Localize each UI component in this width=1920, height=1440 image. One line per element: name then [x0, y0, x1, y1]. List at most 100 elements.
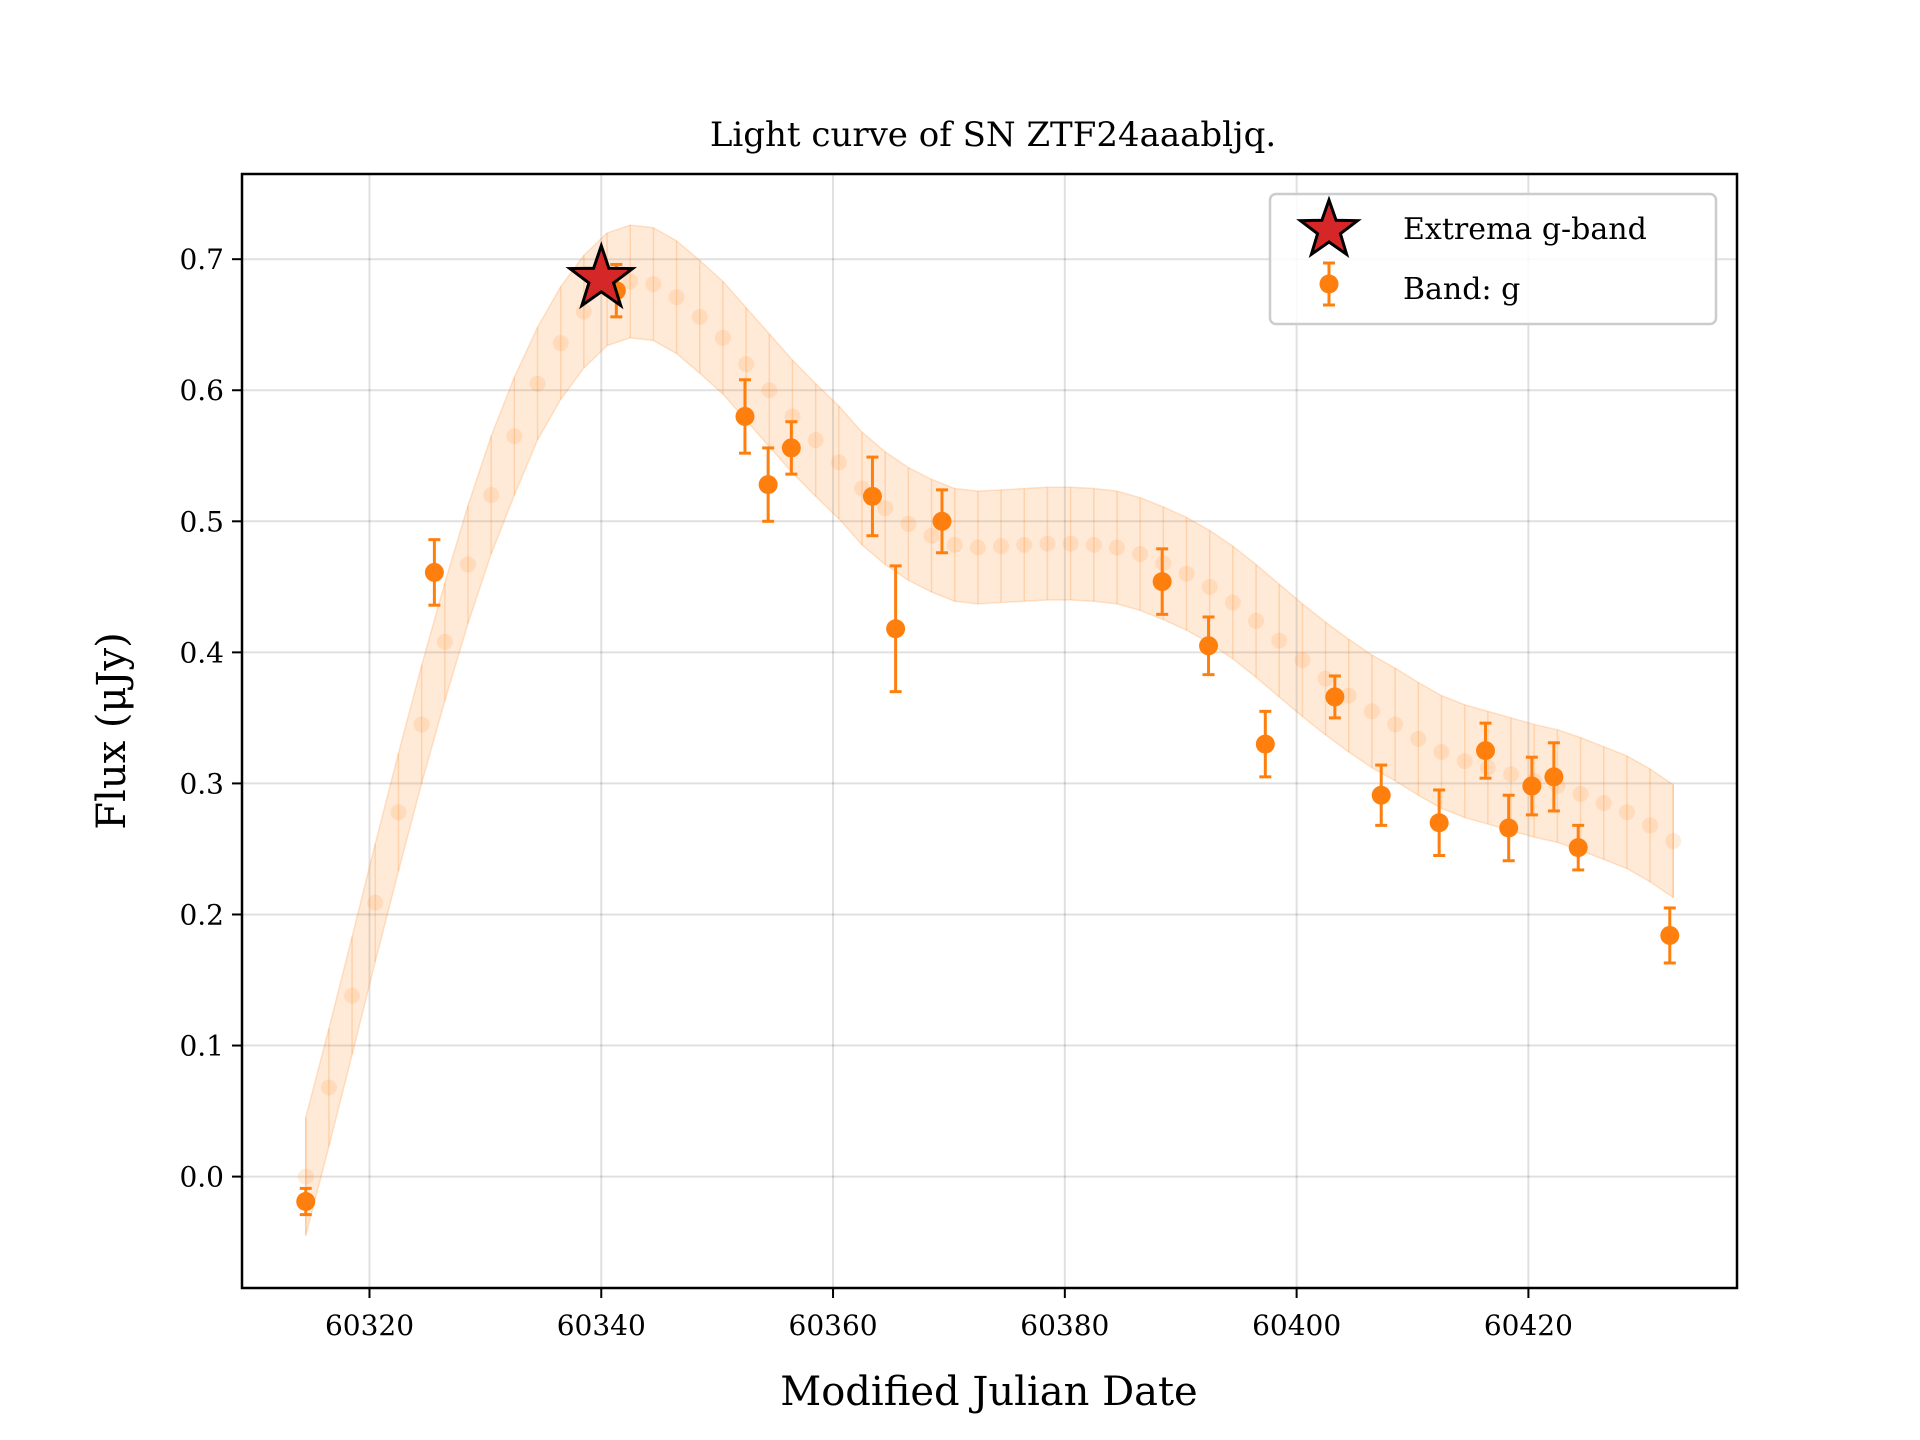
- legend: Extrema g-band Band: g: [1268, 192, 1718, 326]
- model-point: [969, 539, 986, 556]
- model-point: [1132, 546, 1149, 563]
- obs-point: [758, 475, 778, 495]
- legend-star-icon: [1296, 195, 1362, 259]
- model-point: [1503, 766, 1520, 783]
- model-point: [459, 556, 476, 573]
- obs-point: [1476, 741, 1496, 761]
- model-point: [320, 1079, 337, 1096]
- grid: [242, 174, 1737, 1288]
- model-point: [1039, 535, 1056, 552]
- extrema-marker: [565, 241, 638, 310]
- model-point: [761, 382, 778, 399]
- model-point: [1062, 535, 1079, 552]
- x-tick-label: 60340: [557, 1309, 646, 1342]
- model-point: [1108, 539, 1125, 556]
- x-tick-label: 60320: [325, 1309, 414, 1342]
- model-point: [1248, 612, 1265, 629]
- y-tick-label: 0.2: [179, 898, 224, 931]
- model-point: [714, 329, 731, 346]
- model-point: [877, 500, 894, 517]
- model-points: [297, 273, 1682, 1185]
- model-point: [738, 356, 755, 373]
- obs-point: [1660, 925, 1680, 945]
- model-point: [1294, 652, 1311, 669]
- obs-point: [1544, 767, 1564, 787]
- model-point: [367, 894, 384, 911]
- model-point: [1271, 632, 1288, 649]
- model-point: [1178, 565, 1195, 582]
- model-point: [1201, 578, 1218, 595]
- model-point: [923, 527, 940, 544]
- model-point: [413, 716, 430, 733]
- model-point: [483, 487, 500, 504]
- model-point: [1387, 716, 1404, 733]
- legend-star-shape: [1296, 195, 1362, 259]
- model-point: [807, 432, 824, 449]
- obs-point: [424, 562, 444, 582]
- model-point: [1595, 795, 1612, 812]
- obs-point: [1568, 838, 1588, 858]
- legend-label-extrema: Extrema g-band: [1403, 212, 1647, 247]
- extrema-star: [565, 241, 638, 310]
- obs-point: [1255, 734, 1275, 754]
- obs-point: [296, 1192, 316, 1212]
- model-point: [1479, 759, 1496, 776]
- model-point: [390, 804, 407, 821]
- obs-point: [1325, 687, 1345, 707]
- obs-point: [862, 486, 882, 506]
- model-point: [297, 1168, 314, 1185]
- legend-label-band-g: Band: g: [1403, 272, 1520, 307]
- model-point: [1016, 536, 1033, 553]
- model-point: [1224, 594, 1241, 611]
- obs-point: [1152, 572, 1172, 592]
- model-point: [344, 987, 361, 1004]
- model-point: [1317, 670, 1334, 687]
- y-tick-label: 0.6: [179, 374, 224, 407]
- obs-point: [886, 619, 906, 639]
- y-tick-label: 0.0: [179, 1161, 224, 1194]
- obs-point: [932, 511, 952, 531]
- model-point: [993, 538, 1010, 555]
- model-point: [691, 308, 708, 325]
- x-tick-label: 60400: [1252, 1309, 1341, 1342]
- model-point: [1665, 833, 1682, 850]
- y-tick-label: 0.7: [179, 243, 224, 276]
- model-point: [506, 428, 523, 445]
- y-axis-ticks: 0.0 0.1 0.2 0.3 0.4 0.5 0.6 0.7: [179, 243, 242, 1194]
- model-point: [436, 633, 453, 650]
- x-axis-label: Modified Julian Date: [780, 1369, 1197, 1415]
- model-point: [1456, 753, 1473, 770]
- model-point: [1618, 804, 1635, 821]
- legend-errorbar-point: [1319, 274, 1339, 294]
- x-tick-label: 60380: [1020, 1309, 1109, 1342]
- model-point: [1085, 536, 1102, 553]
- legend-errorbar-icon: [1319, 261, 1339, 307]
- model-point: [1410, 730, 1427, 747]
- model-point: [668, 289, 685, 306]
- observation-points: [296, 262, 1680, 1217]
- obs-point: [781, 438, 801, 458]
- obs-point: [1429, 813, 1449, 833]
- obs-point: [1199, 636, 1219, 656]
- y-axis-label: Flux (μJy): [89, 632, 135, 829]
- x-tick-label: 60420: [1484, 1309, 1573, 1342]
- model-point: [622, 273, 639, 290]
- obs-point: [735, 406, 755, 426]
- y-tick-label: 0.5: [179, 505, 224, 538]
- model-point: [552, 335, 569, 352]
- model-point: [1572, 785, 1589, 802]
- model-point: [946, 536, 963, 553]
- model-point: [1642, 817, 1659, 834]
- model-point: [1340, 687, 1357, 704]
- model-point: [1433, 743, 1450, 760]
- model-point: [529, 375, 546, 392]
- model-point: [645, 276, 662, 293]
- chart-title: Light curve of SN ZTF24aaabljq.: [710, 115, 1276, 155]
- obs-point: [1499, 818, 1519, 838]
- model-point: [575, 303, 592, 320]
- model-point: [1363, 703, 1380, 720]
- y-tick-label: 0.1: [179, 1030, 224, 1063]
- obs-point: [1371, 785, 1391, 805]
- obs-point: [1522, 776, 1542, 796]
